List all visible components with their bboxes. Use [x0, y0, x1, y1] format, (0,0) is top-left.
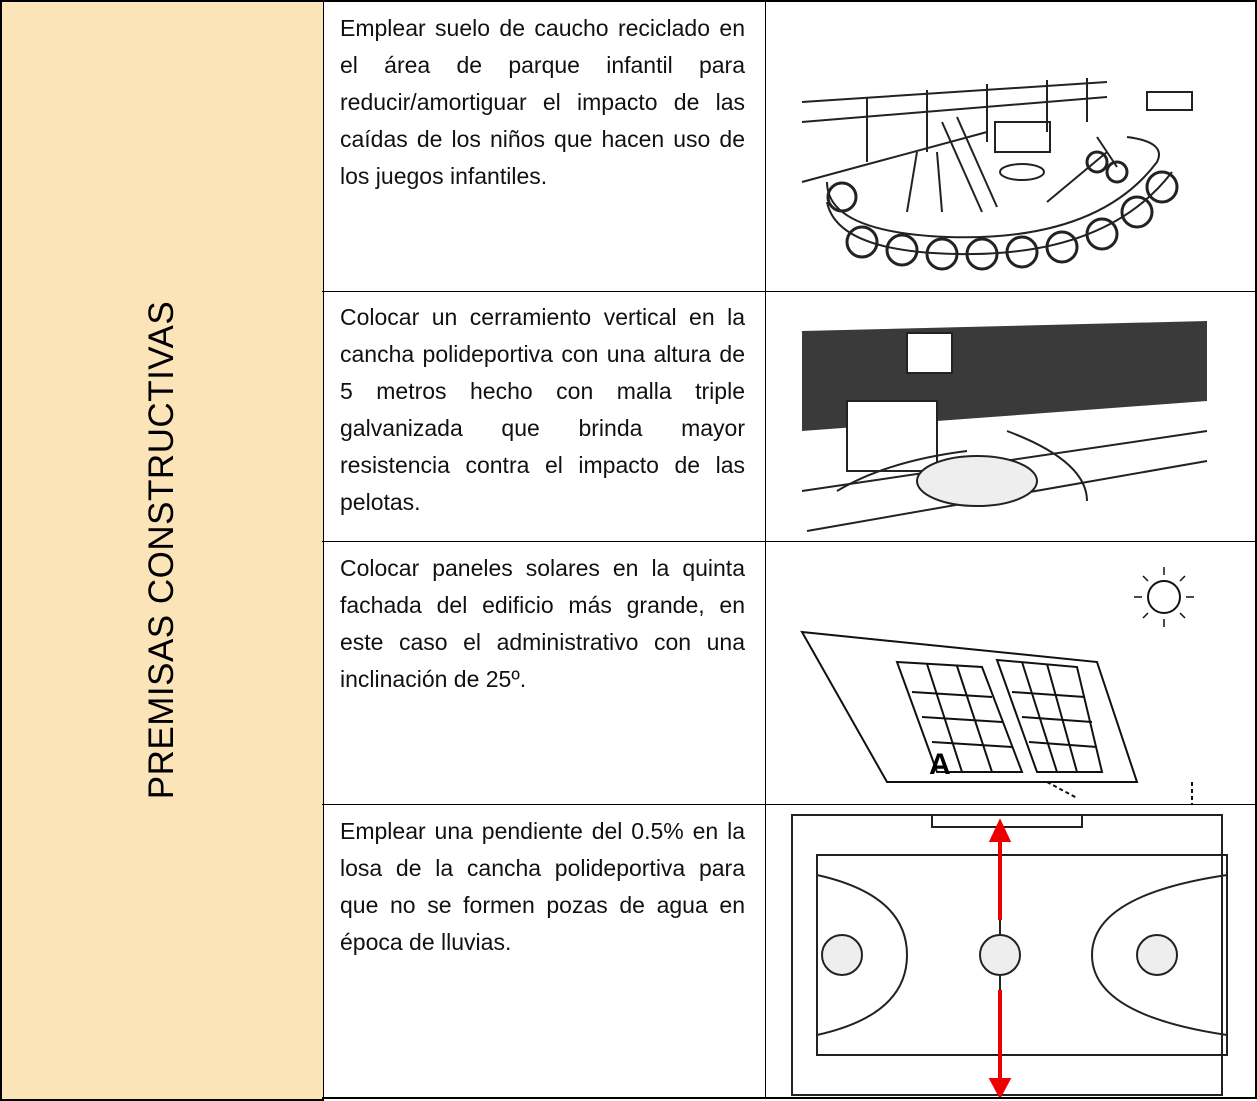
table-row: Colocar un cerramiento vertical en la ca…: [322, 291, 1257, 542]
sidebar-title: PREMISAS CONSTRUCTIVAS: [142, 300, 181, 800]
sidebar: PREMISAS CONSTRUCTIVAS: [0, 0, 324, 1101]
row-image: A: [767, 542, 1255, 804]
solar-sketch: A: [800, 567, 1194, 804]
row-image: [767, 805, 1255, 1097]
court-sketch: [801, 321, 1208, 532]
court-plan: [791, 814, 1228, 1097]
table-row: Emplear suelo de caucho reciclado en el …: [322, 0, 1257, 292]
row-text: Colocar paneles solares en la quinta fac…: [322, 542, 766, 804]
table-row: Colocar paneles solares en la quinta fac…: [322, 542, 1257, 805]
image-label: A: [929, 748, 951, 781]
row-image: [767, 291, 1255, 541]
playground-sketch: [801, 78, 1193, 271]
row-text: Colocar un cerramiento vertical en la ca…: [322, 291, 766, 541]
row-text: Emplear una pendiente del 0.5% en la los…: [322, 805, 766, 1097]
row-image: [767, 2, 1255, 291]
row-text: Emplear suelo de caucho reciclado en el …: [322, 2, 766, 291]
table-row: Emplear una pendiente del 0.5% en la los…: [322, 805, 1257, 1099]
